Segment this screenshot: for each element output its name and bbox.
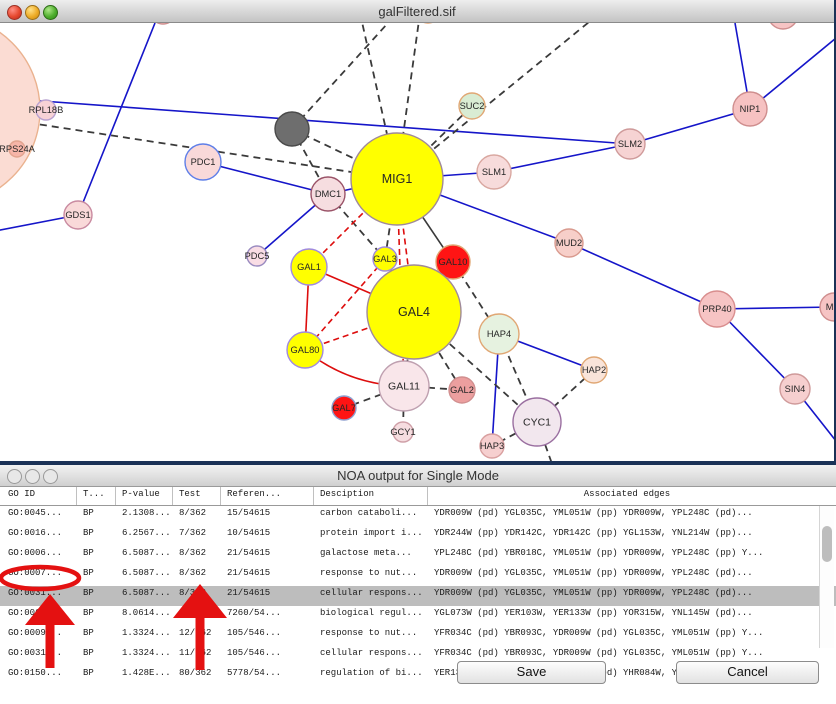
svg-text:GAL7: GAL7 xyxy=(332,403,356,413)
svg-text:NIP1: NIP1 xyxy=(740,104,761,114)
svg-text:GDS1: GDS1 xyxy=(65,210,90,220)
svg-text:GCY1: GCY1 xyxy=(390,427,415,437)
svg-text:RPL18B: RPL18B xyxy=(29,105,64,115)
svg-text:GAL3: GAL3 xyxy=(373,254,397,264)
svg-text:GAL10: GAL10 xyxy=(439,257,468,267)
svg-text:HAP2: HAP2 xyxy=(582,365,606,375)
svg-text:GAL4: GAL4 xyxy=(398,305,430,319)
svg-text:PDC1: PDC1 xyxy=(191,157,216,167)
svg-text:RPS24A: RPS24A xyxy=(0,144,36,154)
svg-text:PRP40: PRP40 xyxy=(702,304,731,314)
svg-text:SUC2: SUC2 xyxy=(460,101,485,111)
svg-text:HAP4: HAP4 xyxy=(487,329,511,339)
svg-text:MSI: MSI xyxy=(826,302,836,312)
svg-text:MUD2: MUD2 xyxy=(556,238,582,248)
svg-text:HAP3: HAP3 xyxy=(480,441,504,451)
svg-text:SIN4: SIN4 xyxy=(785,384,806,394)
svg-text:MIG1: MIG1 xyxy=(382,172,413,186)
svg-text:SLM1: SLM1 xyxy=(482,167,506,177)
svg-text:GAL11: GAL11 xyxy=(388,381,420,393)
svg-text:CYC1: CYC1 xyxy=(523,417,551,429)
svg-text:SLM2: SLM2 xyxy=(618,139,642,149)
svg-text:DMC1: DMC1 xyxy=(315,189,341,199)
svg-text:GAL1: GAL1 xyxy=(297,262,321,272)
svg-text:GAL80: GAL80 xyxy=(291,345,320,355)
svg-text:GAL2: GAL2 xyxy=(450,385,474,395)
svg-text:PDC5: PDC5 xyxy=(245,251,270,261)
